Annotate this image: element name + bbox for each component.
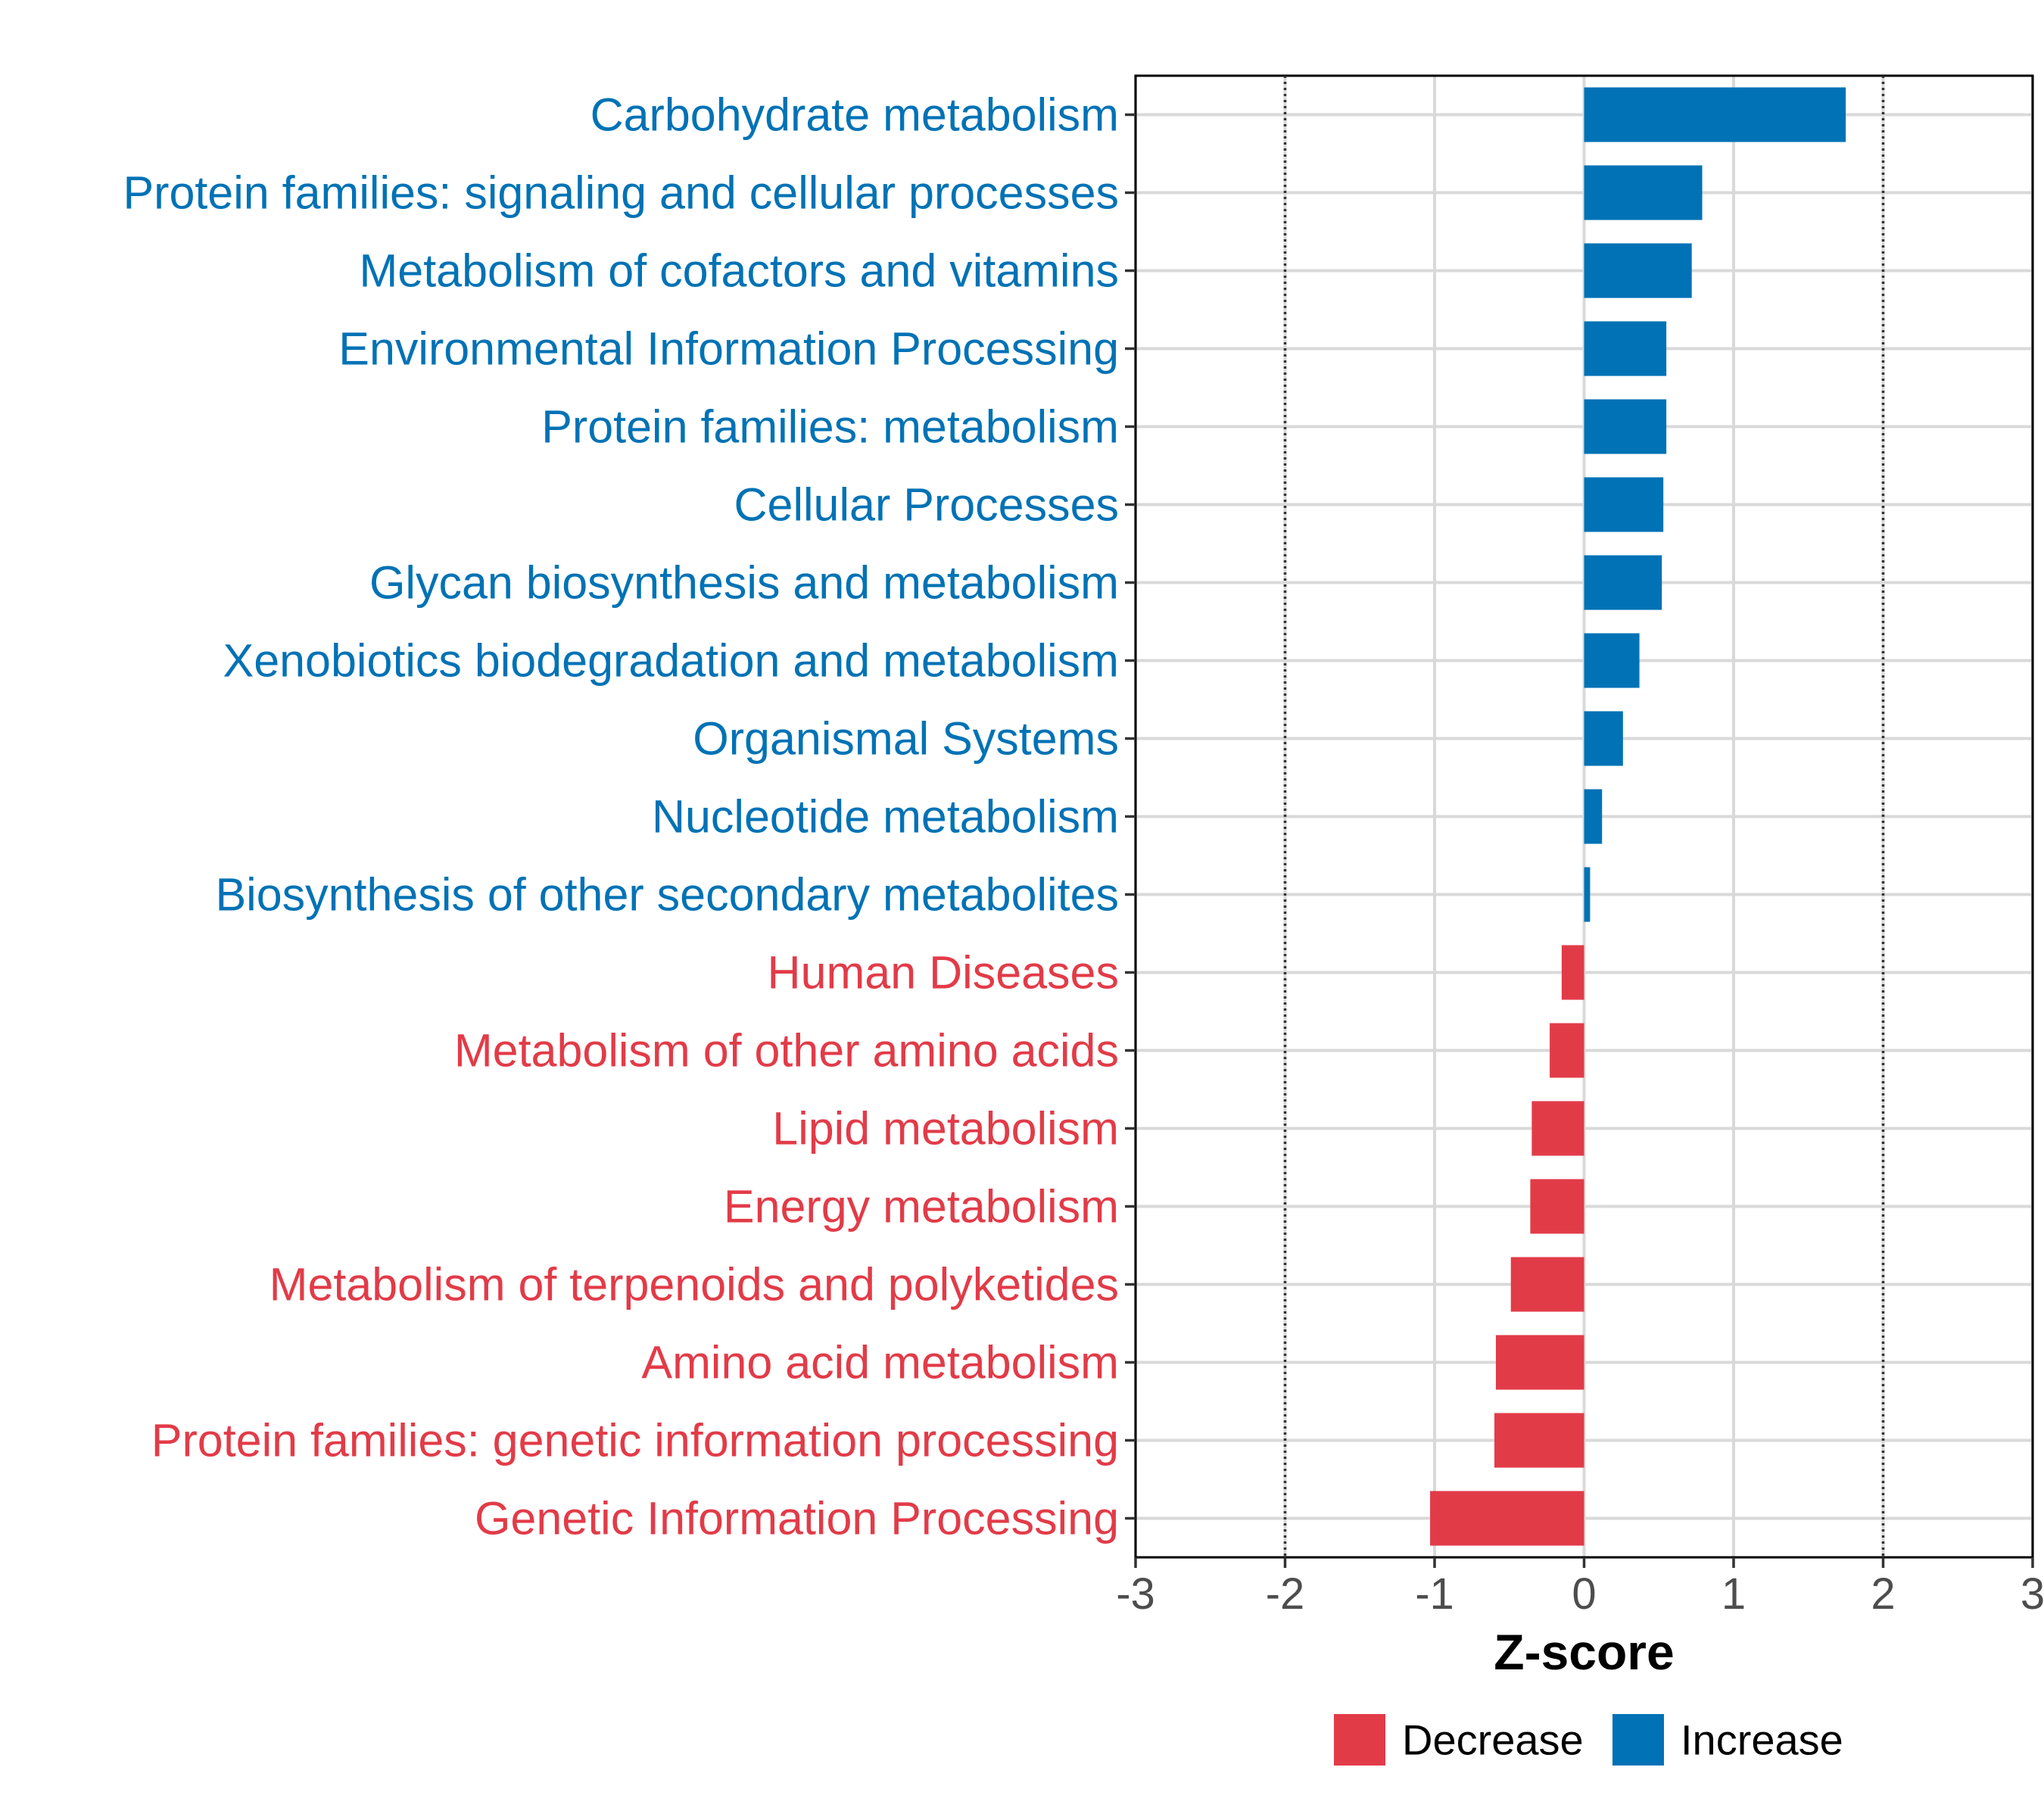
x-tick-label: 3 [2021, 1569, 2044, 1619]
category-label: Lipid metabolism [772, 1103, 1119, 1155]
category-label: Metabolism of cofactors and vitamins [359, 245, 1119, 297]
x-tick-label: 2 [1871, 1569, 1895, 1619]
bar [1584, 867, 1591, 922]
bar [1584, 87, 1846, 142]
category-label: Metabolism of other amino acids [454, 1025, 1119, 1077]
category-label: Amino acid metabolism [641, 1337, 1119, 1388]
bar [1584, 165, 1703, 220]
category-label: Protein families: genetic information pr… [151, 1415, 1119, 1466]
bar [1561, 945, 1584, 1000]
x-tick-label: -1 [1415, 1569, 1454, 1619]
legend-label: Decrease [1402, 1716, 1584, 1764]
category-labels: Carbohydrate metabolism Protein families:… [123, 89, 1136, 1544]
legend-key [1334, 1714, 1385, 1766]
legend-label: Increase [1681, 1716, 1843, 1764]
legend-key [1612, 1714, 1664, 1766]
category-label: Metabolism of terpenoids and polyketides [270, 1259, 1119, 1311]
legend: Decrease Increase [1334, 1714, 1843, 1766]
x-tick-label: -3 [1116, 1569, 1155, 1619]
x-tick-label: 1 [1722, 1569, 1746, 1619]
x-tick-label: 0 [1572, 1569, 1596, 1619]
bar [1495, 1335, 1584, 1390]
category-label: Organismal Systems [693, 713, 1119, 765]
category-label: Genetic Information Processing [475, 1493, 1119, 1544]
bar [1584, 633, 1640, 688]
category-label: Protein families: metabolism [541, 401, 1119, 453]
x-axis-title: Z-score [1494, 1624, 1674, 1680]
x-tick-label: -2 [1266, 1569, 1305, 1619]
category-label: Energy metabolism [724, 1181, 1119, 1233]
bar [1530, 1179, 1584, 1234]
bar [1584, 711, 1623, 766]
bar [1510, 1257, 1584, 1312]
bar [1430, 1491, 1584, 1546]
category-label: Biosynthesis of other secondary metaboli… [215, 869, 1119, 921]
x-axis-ticks: -3 -2 -1 0 1 2 3 [1116, 1557, 2044, 1619]
category-label: Carbohydrate metabolism [590, 89, 1119, 141]
category-label: Glycan biosynthesis and metabolism [369, 557, 1119, 609]
bar [1584, 321, 1667, 376]
category-label: Cellular Processes [734, 479, 1119, 531]
bar [1584, 243, 1692, 298]
bar [1584, 789, 1603, 844]
bar [1550, 1023, 1584, 1078]
bar [1584, 477, 1664, 532]
category-label: Protein families: signaling and cellular… [123, 167, 1119, 219]
category-label: Nucleotide metabolism [652, 791, 1119, 843]
bar [1584, 555, 1662, 610]
bar [1531, 1101, 1584, 1156]
bar [1584, 399, 1667, 454]
category-label: Environmental Information Processing [338, 323, 1119, 375]
bar [1494, 1413, 1584, 1468]
bar-layer [1430, 87, 1846, 1546]
category-label: Human Diseases [768, 947, 1119, 999]
reference-lines [1283, 76, 1885, 1557]
category-label: Xenobiotics biodegradation and metabolis… [223, 635, 1119, 687]
